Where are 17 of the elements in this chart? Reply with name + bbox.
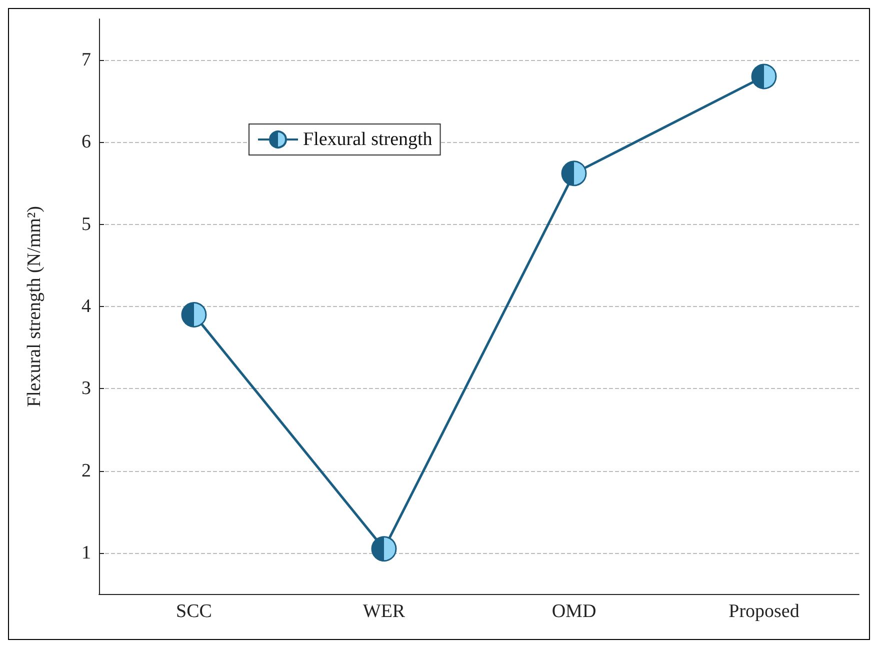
legend-label: Flexural strength <box>303 129 433 150</box>
point <box>561 160 587 186</box>
y-tick-label: 3 <box>82 378 91 400</box>
y-tick-label: 7 <box>82 50 91 71</box>
y-tick-label: 4 <box>82 296 92 317</box>
y-tick-label: 1 <box>82 542 91 564</box>
x-tick-label: Proposed <box>728 601 800 622</box>
y-tick-label: 2 <box>82 460 91 482</box>
point <box>371 536 397 562</box>
x-tick-label: OMD <box>552 601 596 622</box>
y-tick-label: 5 <box>82 214 91 235</box>
x-tick-label: SCC <box>176 601 212 622</box>
point <box>751 64 777 90</box>
y-tick-label: 6 <box>82 132 91 153</box>
point <box>181 302 207 328</box>
x-tick-label: WER <box>362 601 406 622</box>
y-axis-title: Flexural strength (N/mm²) <box>24 206 45 407</box>
